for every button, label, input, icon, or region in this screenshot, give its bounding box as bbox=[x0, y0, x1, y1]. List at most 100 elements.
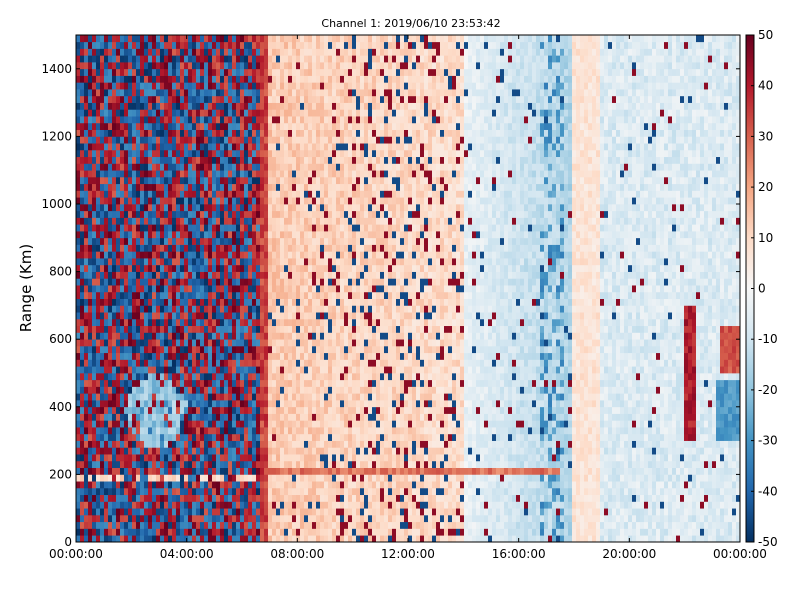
heatmap-cell bbox=[256, 35, 261, 43]
heatmap-cell bbox=[284, 352, 289, 360]
heatmap-cell bbox=[232, 325, 237, 333]
heatmap-cell bbox=[76, 447, 81, 455]
heatmap-cell bbox=[92, 136, 97, 144]
heatmap-cell bbox=[92, 345, 97, 354]
heatmap-cell bbox=[176, 62, 181, 70]
heatmap-cell bbox=[136, 109, 141, 117]
heatmap-cell bbox=[232, 379, 237, 387]
heatmap-cell bbox=[232, 204, 237, 212]
heatmap-cell bbox=[196, 122, 201, 130]
heatmap-cell bbox=[152, 116, 157, 124]
heatmap-cell bbox=[84, 176, 89, 185]
heatmap-cell bbox=[256, 413, 261, 421]
heatmap-cell bbox=[220, 359, 225, 367]
heatmap-cell bbox=[232, 312, 237, 320]
heatmap-cell bbox=[272, 244, 277, 252]
heatmap-cell bbox=[148, 400, 153, 408]
heatmap-cell bbox=[204, 62, 209, 70]
heatmap-cell bbox=[140, 332, 145, 340]
heatmap-cell bbox=[88, 75, 93, 83]
heatmap-cell bbox=[340, 237, 345, 245]
heatmap-cell bbox=[124, 366, 129, 374]
heatmap-cell bbox=[228, 474, 233, 482]
heatmap-cell bbox=[324, 528, 329, 536]
heatmap-cell bbox=[160, 386, 165, 394]
heatmap-cell bbox=[152, 170, 157, 178]
heatmap-cell bbox=[272, 231, 277, 239]
heatmap-cell bbox=[176, 345, 181, 354]
heatmap-cell bbox=[172, 447, 177, 455]
heatmap-cell bbox=[292, 35, 297, 43]
heatmap-cell bbox=[144, 122, 149, 130]
heatmap-cell bbox=[132, 406, 137, 414]
heatmap-cell bbox=[320, 89, 325, 97]
heatmap-cell bbox=[144, 244, 149, 252]
heatmap-cell bbox=[124, 149, 129, 158]
heatmap-cell bbox=[260, 318, 265, 327]
heatmap-cell bbox=[220, 508, 225, 516]
heatmap-cell bbox=[104, 109, 109, 117]
heatmap-cell bbox=[192, 352, 197, 360]
heatmap-cell bbox=[96, 318, 101, 327]
heatmap-cell bbox=[292, 251, 297, 259]
heatmap-cell bbox=[316, 325, 321, 333]
heatmap-cell bbox=[220, 481, 225, 489]
heatmap-cell bbox=[192, 244, 197, 252]
heatmap-cell bbox=[300, 197, 305, 205]
heatmap-cell bbox=[84, 258, 89, 266]
heatmap-cell bbox=[224, 48, 229, 56]
heatmap-cell bbox=[248, 82, 253, 90]
heatmap-cell bbox=[216, 116, 221, 124]
heatmap-cell bbox=[104, 136, 109, 144]
heatmap-cell bbox=[328, 278, 333, 286]
heatmap-cell bbox=[80, 352, 85, 360]
heatmap-cell bbox=[328, 204, 333, 212]
heatmap-cell bbox=[236, 339, 241, 347]
heatmap-cell bbox=[308, 48, 313, 56]
heatmap-cell bbox=[100, 136, 105, 144]
heatmap-cell bbox=[156, 508, 161, 516]
heatmap-cell bbox=[232, 359, 237, 367]
heatmap-cell bbox=[84, 494, 89, 502]
heatmap-cell bbox=[88, 122, 93, 130]
heatmap-cell bbox=[212, 136, 217, 144]
heatmap-cell bbox=[148, 285, 153, 293]
heatmap-cell bbox=[144, 89, 149, 97]
heatmap-cell bbox=[268, 176, 273, 185]
heatmap-cell bbox=[296, 204, 301, 212]
heatmap-cell bbox=[296, 149, 301, 158]
heatmap-cell bbox=[96, 35, 101, 43]
heatmap-cell bbox=[220, 339, 225, 347]
heatmap-cell bbox=[272, 237, 277, 245]
heatmap-cell bbox=[184, 413, 189, 421]
heatmap-cell bbox=[300, 136, 305, 144]
heatmap-cell bbox=[284, 163, 289, 171]
heatmap-cell bbox=[128, 170, 133, 178]
heatmap-cell bbox=[104, 35, 109, 43]
heatmap-cell bbox=[296, 420, 301, 428]
heatmap-cell bbox=[204, 332, 209, 340]
heatmap-cell bbox=[264, 454, 269, 462]
heatmap-cell bbox=[276, 400, 281, 408]
heatmap-cell bbox=[236, 427, 241, 435]
heatmap-cell bbox=[324, 312, 329, 320]
heatmap-cell bbox=[276, 89, 281, 97]
heatmap-cell bbox=[188, 210, 193, 218]
heatmap-cell bbox=[108, 508, 113, 516]
heatmap-cell bbox=[296, 325, 301, 333]
heatmap-cell bbox=[140, 258, 145, 266]
heatmap-cell bbox=[272, 291, 277, 299]
heatmap-cell bbox=[244, 487, 249, 496]
heatmap-cell bbox=[196, 68, 201, 76]
heatmap-cell bbox=[136, 508, 141, 516]
heatmap-cell bbox=[192, 176, 197, 185]
heatmap-cell bbox=[152, 95, 157, 103]
heatmap-cell bbox=[204, 136, 209, 144]
heatmap-cell bbox=[80, 447, 85, 455]
heatmap-cell bbox=[116, 535, 121, 543]
heatmap-cell bbox=[240, 454, 245, 462]
heatmap-cell bbox=[192, 143, 197, 151]
heatmap-cell bbox=[332, 149, 337, 158]
heatmap-cell bbox=[320, 487, 325, 496]
heatmap-cell bbox=[320, 528, 325, 536]
